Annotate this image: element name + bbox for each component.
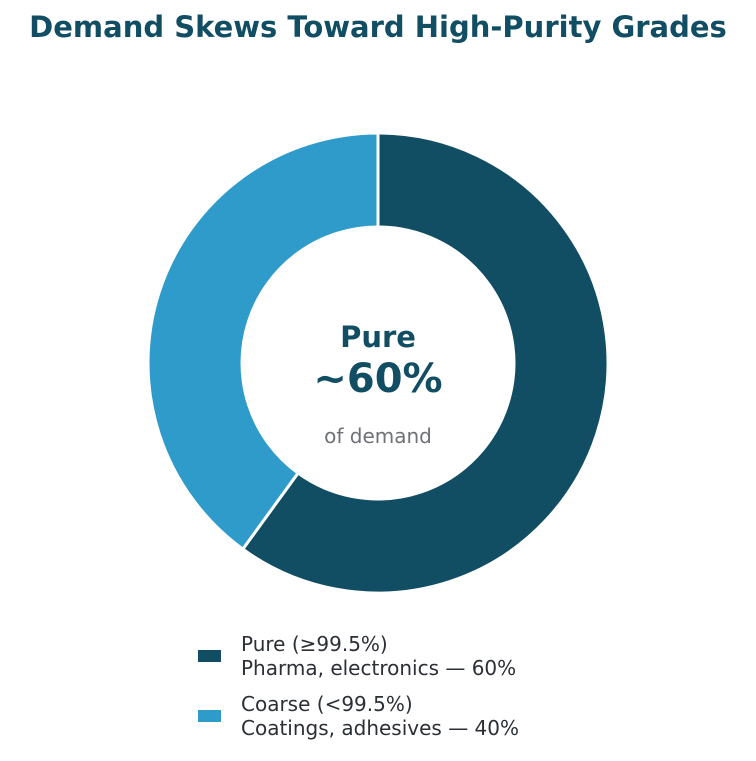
legend-detail-coarse: Coatings, adhesives — 40% <box>241 716 519 740</box>
legend-detail-pure: Pharma, electronics — 60% <box>241 656 517 680</box>
legend-swatch-coarse <box>198 710 221 722</box>
center-label: Pure <box>340 320 416 354</box>
legend-swatch-pure <box>198 650 221 662</box>
legend-item-coarse: Coarse (<99.5%) Coatings, adhesives — 40… <box>198 692 618 742</box>
chart-title: Demand Skews Toward High-Purity Grades <box>29 10 727 44</box>
center-sublabel: of demand <box>324 424 432 448</box>
legend-item-pure: Pure (≥99.5%) Pharma, electronics — 60% <box>198 632 618 682</box>
donut-slice-pure <box>240 131 610 595</box>
legend-label-coarse: Coarse (<99.5%) <box>241 692 413 716</box>
donut-slices <box>146 131 610 595</box>
center-value: ~60% <box>313 356 442 402</box>
donut-slice-coarse <box>146 131 380 552</box>
legend-label-pure: Pure (≥99.5%) <box>241 632 388 656</box>
